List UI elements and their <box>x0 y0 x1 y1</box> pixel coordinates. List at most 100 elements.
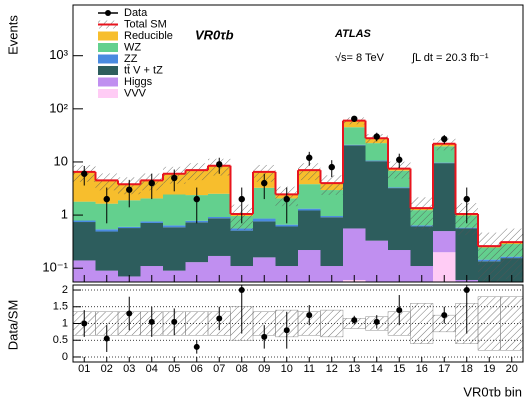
ratio-tick-label: 1.5 <box>53 301 68 313</box>
stack-segment <box>275 266 298 282</box>
stack-segment <box>433 252 456 282</box>
data-point <box>441 135 448 143</box>
ratio-point <box>306 312 313 319</box>
stack-segment <box>118 200 141 227</box>
ratio-point <box>261 333 268 340</box>
uncertainty-band <box>500 228 523 280</box>
stack-segment <box>253 218 276 222</box>
stack-segment <box>410 226 433 267</box>
stack-segment <box>73 222 96 261</box>
stack-segment <box>208 193 231 218</box>
stack-segment <box>275 224 298 227</box>
stack-segment <box>95 231 118 271</box>
stack-segment <box>185 262 208 282</box>
stack-segment <box>73 201 96 221</box>
ratio-uncertainty-band <box>320 309 344 338</box>
data-point <box>126 186 133 193</box>
stack-segment <box>343 145 366 229</box>
y-tick-label: 10² <box>49 100 68 115</box>
data-point <box>351 115 358 122</box>
stack-segment <box>320 216 343 218</box>
ratio-point <box>463 287 470 294</box>
ratio-point <box>126 310 133 317</box>
atlas-label: ATLAS <box>334 28 372 40</box>
ratio-point <box>351 317 358 324</box>
data-point <box>283 195 290 203</box>
ratio-point <box>148 318 155 325</box>
x-tick-label: 15 <box>393 363 405 375</box>
x-tick-label: 14 <box>371 363 383 375</box>
stack-segment <box>343 144 366 146</box>
stack-segment <box>230 266 253 282</box>
x-tick-label: 16 <box>416 363 428 375</box>
x-tick-label: 04 <box>146 363 158 375</box>
x-label: VR0τb bin <box>463 384 522 399</box>
stack-segment <box>433 231 456 253</box>
stack-segment <box>253 187 276 219</box>
data-point <box>396 156 403 163</box>
stack-segment <box>433 163 456 232</box>
uncertainty-band <box>410 197 433 230</box>
stack-segment <box>163 227 186 271</box>
uncertainty-band <box>253 164 276 182</box>
data-point <box>328 163 335 171</box>
data-point <box>148 179 155 187</box>
stack-segment <box>410 266 433 282</box>
ratio-tick-label: 1 <box>62 317 68 329</box>
legend-swatch <box>98 77 118 87</box>
x-tick-label: 17 <box>438 363 450 375</box>
x-tick-label: 01 <box>78 363 90 375</box>
stack-segment <box>73 260 96 282</box>
stack-segment <box>343 228 366 280</box>
legend-label: VVV <box>124 87 147 99</box>
stack-segment <box>95 229 118 232</box>
ratio-uncertainty-band <box>500 296 523 351</box>
uncertainty-band <box>478 232 501 282</box>
x-tick-label: 02 <box>101 363 113 375</box>
ratio-frame <box>72 284 524 363</box>
stack-segment <box>320 190 343 217</box>
x-tick-label: 06 <box>191 363 203 375</box>
stack-segment <box>365 160 388 162</box>
legend-swatch <box>98 31 118 41</box>
stack-segment <box>298 250 321 282</box>
data-point <box>216 161 223 168</box>
x-tick-label: 20 <box>506 363 518 375</box>
stack-segment <box>118 226 141 229</box>
stack-segment <box>208 217 231 219</box>
ratio-tick-label: 0 <box>62 351 68 363</box>
stack-segment <box>365 240 388 282</box>
x-tick-label: 12 <box>326 363 338 375</box>
stack-segment <box>140 198 163 222</box>
stack-segment <box>163 194 186 226</box>
region-title: VR0τb <box>195 27 234 42</box>
stack-segment <box>73 220 96 223</box>
stack-segment <box>298 184 321 209</box>
stack-segment <box>365 143 388 161</box>
y-tick-label: 10⁻¹ <box>42 260 68 275</box>
legend-label: tt̄ V + tZ <box>124 64 163 76</box>
data-point <box>193 195 200 203</box>
y-label: Events <box>5 15 20 55</box>
data-point <box>238 195 245 203</box>
main-frame <box>72 4 524 283</box>
x-tick-label: 19 <box>483 363 495 375</box>
stack-segment <box>298 208 321 211</box>
y-tick-label: 10 <box>54 153 68 168</box>
y-tick-label: 10³ <box>49 47 68 62</box>
data-point <box>306 154 313 161</box>
x-tick-label: 10 <box>281 363 293 375</box>
ratio-point <box>216 315 223 322</box>
data-point <box>261 179 268 187</box>
ratio-point <box>396 307 403 314</box>
stack-segment <box>343 127 366 145</box>
stack-segment <box>365 161 388 241</box>
legend-swatch <box>98 89 118 98</box>
legend-swatch <box>98 43 118 52</box>
y-tick-label: 1 <box>61 207 68 222</box>
uncertainty-band <box>185 163 208 181</box>
ratio-point <box>81 320 88 327</box>
data-point <box>463 195 470 203</box>
ratio-point <box>103 335 110 342</box>
x-tick-label: 08 <box>236 363 248 375</box>
